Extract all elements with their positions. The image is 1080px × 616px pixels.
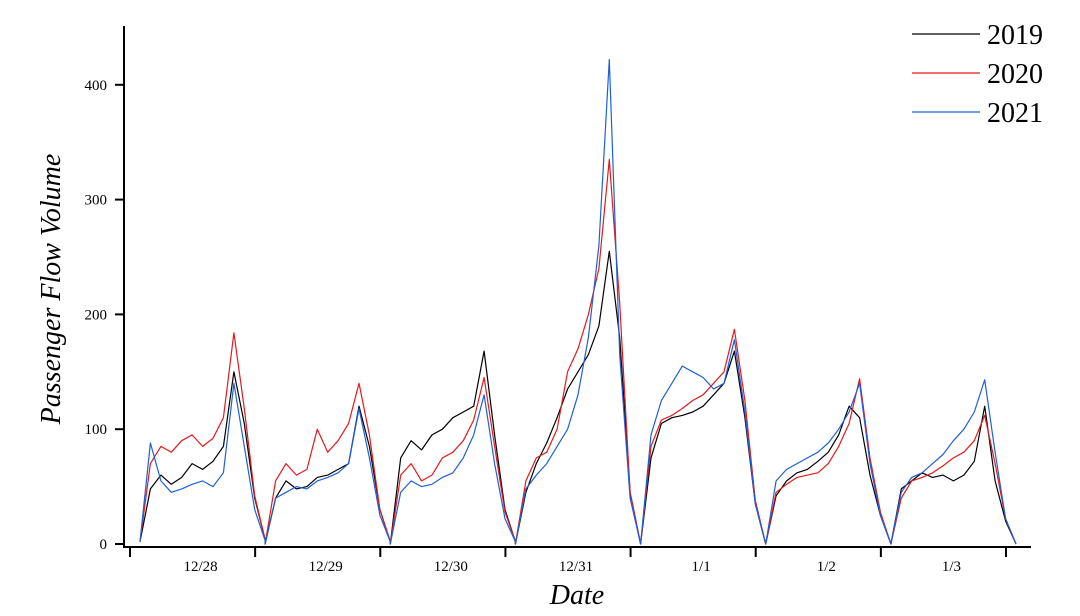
- x-tick-label: 1/1: [692, 559, 711, 575]
- series-layer: [139, 58, 1017, 545]
- legend-label-2019: 2019: [987, 20, 1043, 51]
- x-tick-label: 1/2: [817, 559, 836, 575]
- series-line-2020: [139, 158, 1017, 545]
- series-line-2019: [139, 250, 1017, 545]
- x-axis-title: Date: [549, 580, 604, 611]
- series-line-2021: [139, 58, 1017, 545]
- y-ticks: 0 100 200 300 400: [85, 78, 124, 553]
- legend-label-2021: 2021: [987, 98, 1043, 129]
- y-axis-title: Passenger Flow Volume: [36, 154, 67, 426]
- y-tick-label: 200: [85, 307, 108, 323]
- x-tick-label: 1/3: [942, 559, 961, 575]
- y-tick-label: 300: [85, 193, 108, 209]
- legend: 2019 2020 2021: [912, 20, 1043, 129]
- x-tick-label: 12/31: [559, 559, 593, 575]
- y-tick-label: 0: [100, 537, 108, 553]
- legend-label-2020: 2020: [987, 59, 1043, 90]
- x-tick-label: 12/29: [309, 559, 343, 575]
- x-tick-label: 12/28: [183, 559, 217, 575]
- y-tick-label: 400: [85, 78, 108, 94]
- x-ticks: 12/28 12/29 12/30 12/31 1/1 1/2 1/3: [129, 547, 1007, 575]
- x-tick-label: 12/30: [434, 559, 468, 575]
- y-tick-label: 100: [85, 422, 108, 438]
- axes-layer: [123, 26, 1031, 548]
